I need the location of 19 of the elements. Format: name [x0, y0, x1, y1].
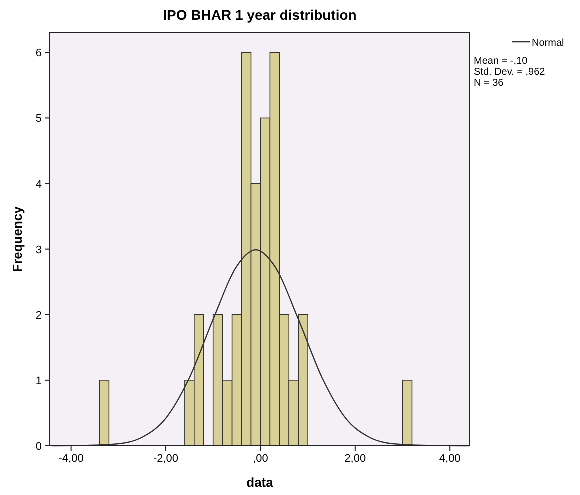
x-tick-label: ,00 [253, 453, 268, 465]
x-tick-label: 2,00 [344, 453, 366, 465]
text: Std. Dev. = ,962 [474, 67, 546, 78]
text: N = 36 [474, 78, 504, 89]
chart-title: IPO BHAR 1 year distribution [163, 7, 357, 23]
y-tick-label: 3 [36, 244, 42, 256]
y-axis-title: Frequency [10, 206, 25, 272]
text: Mean = -,10 [474, 56, 528, 67]
x-axis-title: data [246, 475, 274, 490]
y-tick-label: 1 [36, 375, 42, 388]
y-tick-label: 2 [36, 310, 42, 322]
y-tick-label: 5 [36, 113, 42, 126]
y-tick-label: 0 [36, 441, 42, 453]
y-tick-label: 4 [36, 178, 42, 191]
x-tick-label: 4,00 [439, 453, 461, 465]
x-tick-label: -2,00 [153, 453, 179, 465]
legend-label: Normal [532, 38, 564, 49]
x-tick-label: -4,00 [58, 453, 84, 465]
y-tick-label: 6 [36, 48, 42, 60]
